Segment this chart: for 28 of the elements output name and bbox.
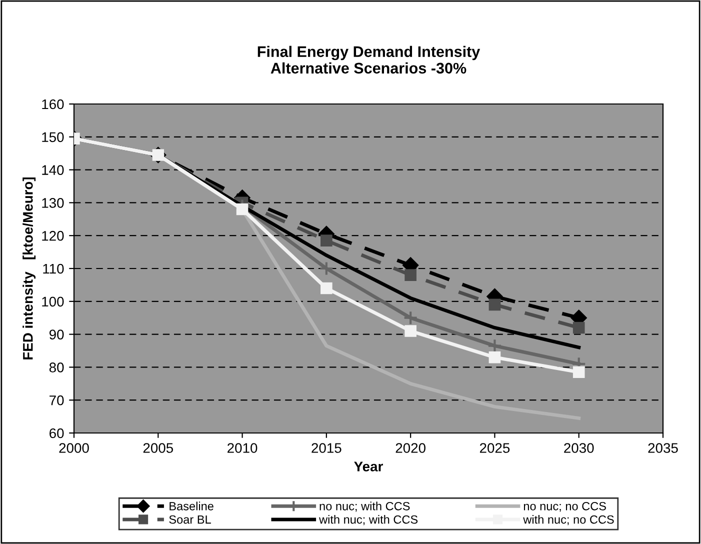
x-tick-label: 2030 <box>564 443 594 453</box>
y-axis-title: FED intensity [ktoe/Meuro] <box>22 177 36 360</box>
y-tick-label: 120 <box>42 230 64 241</box>
x-tick-label: 2010 <box>228 443 258 453</box>
legend-label: no nuc; no CCS <box>524 502 606 512</box>
y-tick-label: 60 <box>50 428 64 438</box>
chart-title: Final Energy Demand Intensity Alternative Scenarios -30% <box>258 46 480 74</box>
y-tick-label: 90 <box>49 330 64 340</box>
x-axis-title: Year <box>354 462 383 472</box>
legend-label: Soar BL <box>169 515 211 524</box>
legend-label: no nuc; with CCS <box>320 502 410 512</box>
legend-label: with nuc; with CCS <box>319 515 418 526</box>
y-tick-label: 80 <box>49 362 64 372</box>
x-tick-label: 2035 <box>648 443 678 453</box>
y-tick-label: 110 <box>43 264 64 274</box>
x-tick-label: 2015 <box>312 443 342 453</box>
y-tick-label: 160 <box>42 99 64 110</box>
y-tick-label: 130 <box>42 198 64 208</box>
x-tick-label: 2020 <box>396 443 426 453</box>
x-tick-label: 2025 <box>480 443 510 453</box>
y-tick-label: 70 <box>50 395 64 406</box>
y-tick-label: 100 <box>42 296 64 307</box>
legend-label: with nuc; no CCS <box>523 515 614 526</box>
x-tick-label: 2005 <box>143 443 174 453</box>
y-tick-label: 150 <box>42 132 64 142</box>
y-tick-label: 140 <box>42 165 64 175</box>
x-tick-label: 2000 <box>59 443 89 453</box>
legend-label: Baseline <box>170 502 214 510</box>
